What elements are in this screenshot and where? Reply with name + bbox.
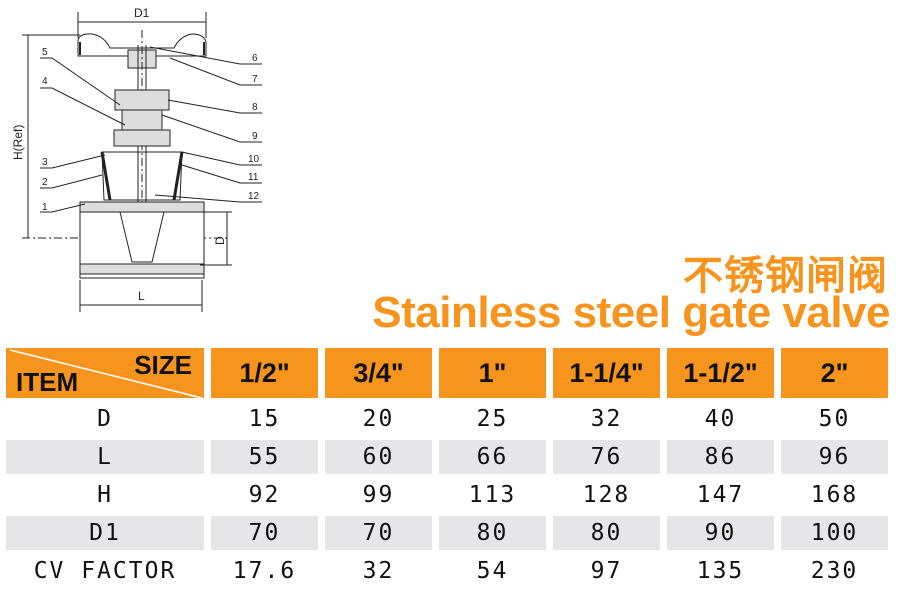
item-cell: CV FACTOR	[33, 558, 177, 584]
value-cell: 70	[325, 516, 432, 550]
value-cell: 25	[476, 406, 509, 432]
table-row: D 15 20 25 32 40 50	[6, 402, 888, 436]
value-cell: 92	[248, 482, 281, 508]
dim-l: L	[138, 289, 145, 303]
value-cell: 86	[667, 440, 774, 474]
value-cell: 66	[439, 440, 546, 474]
value-cell: 90	[667, 516, 774, 550]
value-cell: 17.6	[232, 558, 297, 584]
part-4: 4	[42, 76, 48, 87]
part-2: 2	[42, 177, 48, 188]
item-cell: D1	[6, 516, 204, 550]
value-cell: 135	[696, 558, 745, 584]
size-header: 1"	[439, 348, 546, 398]
value-cell: 230	[810, 558, 859, 584]
part-10: 10	[248, 154, 260, 165]
value-cell: 50	[818, 406, 851, 432]
value-cell: 20	[362, 406, 395, 432]
size-header: 2"	[781, 348, 888, 398]
item-cell: D	[97, 406, 113, 432]
item-cell: L	[6, 440, 204, 474]
value-cell: 99	[362, 482, 395, 508]
table-row: H 92 99 113 128 147 168	[6, 478, 888, 512]
part-11: 11	[248, 172, 259, 183]
spec-table: SIZE ITEM 1/2" 3/4" 1" 1-1/4" 1-1/2" 2" …	[0, 344, 895, 592]
item-label: ITEM	[16, 367, 79, 397]
value-cell: 97	[590, 558, 623, 584]
part-3: 3	[42, 157, 48, 168]
handwheel	[77, 33, 207, 57]
value-cell: 168	[810, 482, 859, 508]
size-label: SIZE	[134, 350, 192, 380]
size-header: 1-1/4"	[553, 348, 660, 398]
diagonal-divider	[9, 349, 203, 398]
table-row: CV FACTOR 17.6 32 54 97 135 230	[6, 554, 888, 588]
size-header: 1/2"	[211, 348, 318, 398]
value-cell: 147	[696, 482, 745, 508]
value-cell: 70	[211, 516, 318, 550]
size-header: 1-1/2"	[667, 348, 774, 398]
part-5: 5	[42, 47, 48, 58]
item-cell: H	[97, 482, 113, 508]
dim-d1: D1	[134, 6, 150, 20]
size-header: 3/4"	[325, 348, 432, 398]
part-6: 6	[252, 53, 258, 64]
part-7: 7	[252, 74, 258, 85]
dim-h: H(Ref)	[11, 125, 25, 160]
dim-d: D	[213, 236, 227, 245]
value-cell: 100	[781, 516, 888, 550]
value-cell: 113	[468, 482, 517, 508]
value-cell: 80	[439, 516, 546, 550]
title-chinese: 不锈钢闸阀	[683, 253, 888, 299]
value-cell: 54	[476, 558, 509, 584]
table-row: D1 70 70 80 80 90 100	[6, 516, 888, 550]
value-cell: 32	[590, 406, 623, 432]
value-cell: 96	[781, 440, 888, 474]
value-cell: 76	[553, 440, 660, 474]
value-cell: 128	[582, 482, 631, 508]
header-row: SIZE ITEM 1/2" 3/4" 1" 1-1/4" 1-1/2" 2"	[6, 348, 888, 398]
part-8: 8	[252, 102, 258, 113]
value-cell: 60	[325, 440, 432, 474]
part-1: 1	[42, 202, 48, 213]
value-cell: 80	[553, 516, 660, 550]
value-cell: 15	[248, 406, 281, 432]
value-cell: 32	[362, 558, 395, 584]
part-12: 12	[248, 191, 260, 202]
gate-valve-diagram: D1 H(Ref) D L 5 4 3 2 1 6 7 8 9 10 11 12	[11, 6, 262, 312]
title-english: Stainless steel gate valve	[372, 288, 890, 337]
table-row: L 55 60 66 76 86 96	[6, 440, 888, 474]
corner-cell: SIZE ITEM	[6, 348, 204, 398]
value-cell: 40	[704, 406, 737, 432]
part-9: 9	[252, 131, 258, 142]
value-cell: 55	[211, 440, 318, 474]
